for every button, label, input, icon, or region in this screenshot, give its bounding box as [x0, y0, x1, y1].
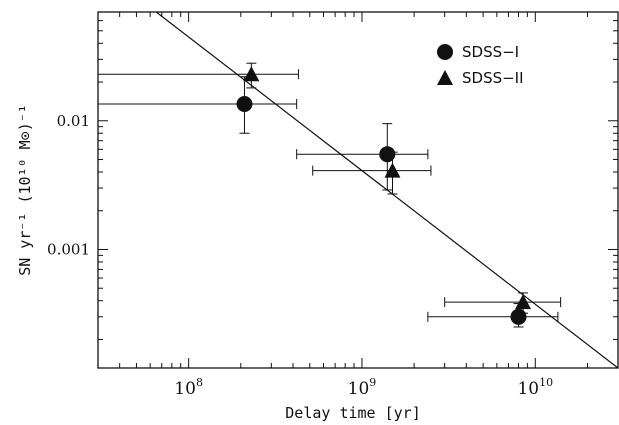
data-point-circle — [510, 308, 527, 325]
y-axis-label: SN yr⁻¹ (10¹⁰ M⊙)⁻¹ — [16, 104, 34, 276]
legend-label: SDSS−II — [462, 69, 524, 87]
data-point-circle — [379, 146, 396, 163]
legend-marker-circle — [437, 44, 453, 60]
data-point-triangle — [243, 66, 260, 82]
legend-label: SDSS−I — [462, 43, 519, 61]
data-layer — [98, 62, 562, 328]
plot-frame — [97, 11, 619, 369]
x-tick-label: 109 — [348, 376, 377, 399]
data-point-triangle — [515, 294, 532, 310]
data-point-circle — [236, 95, 253, 112]
x-axis-label: Delay time [yr] — [285, 404, 420, 422]
data-point-triangle — [384, 162, 401, 178]
y-tick-label: 0.001 — [47, 240, 90, 258]
legend-marker-triangle — [437, 70, 453, 85]
x-tick-label: 1010 — [517, 376, 553, 399]
y-tick-label: 0.01 — [57, 112, 90, 130]
x-tick-label: 108 — [174, 376, 203, 399]
